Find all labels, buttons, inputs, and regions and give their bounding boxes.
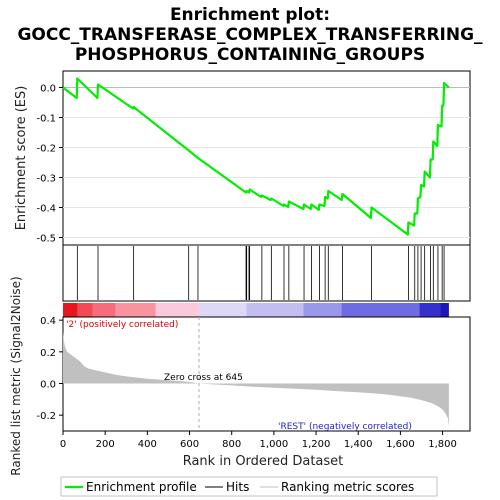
title-line-3: PHOSPHORUS_CONTAINING_GROUPS	[75, 45, 425, 65]
title-line-2: GOCC_TRANSFERASE_COMPLEX_TRANSFERRING_	[17, 25, 483, 45]
color-bar-segment	[303, 303, 342, 317]
es-ytick-label: -0.3	[36, 174, 56, 185]
es-y-label: Enrichment score (ES)	[14, 86, 29, 231]
hits-panel-frame	[62, 244, 471, 302]
color-bar-segment	[246, 303, 304, 317]
color-bar-segment	[419, 303, 441, 317]
x-axis-label: Rank in Ordered Dataset	[183, 454, 344, 469]
xtick-label: 1,400	[344, 439, 373, 450]
xtick-label: 400	[138, 439, 157, 450]
xtick-label: 200	[96, 439, 115, 450]
color-bar-segment	[92, 303, 116, 317]
color-bar-segment	[115, 303, 156, 317]
es-ytick-label: 0.0	[40, 84, 56, 95]
metric-ytick-label: 0.2	[40, 348, 56, 359]
es-ytick-label: -0.4	[36, 204, 56, 215]
es-ytick-label: -0.1	[36, 114, 56, 125]
zero-cross-label: Zero cross at 645	[164, 373, 243, 383]
es-gridlines	[63, 87, 470, 238]
es-y-axis: 0.0 -0.1 -0.2 -0.3 -0.4 -0.5	[36, 84, 63, 245]
es-panel-frame	[62, 70, 471, 246]
xtick-label: 600	[180, 439, 199, 450]
color-bar-segment	[199, 303, 247, 317]
xtick-label: 1,200	[302, 439, 331, 450]
xtick-label: 1,800	[428, 439, 457, 450]
enrichment-profile-line	[62, 77, 450, 236]
negative-correlation-label: 'REST' (negatively correlated)	[278, 422, 412, 432]
ranking-color-bar	[63, 303, 449, 317]
metric-y-label: Ranked list metric (Signal2Noise)	[9, 276, 23, 475]
es-ytick-label: -0.5	[36, 234, 56, 245]
legend-hits-label: Hits	[226, 480, 249, 494]
color-bar-segment	[440, 303, 449, 317]
xtick-label: 0	[60, 439, 66, 450]
title-line-1: Enrichment plot:	[170, 5, 330, 25]
metric-ytick-label: 0.4	[40, 316, 56, 327]
xtick-label: 1,000	[260, 439, 289, 450]
metric-ytick-label: -0.2	[36, 411, 56, 422]
ranking-metric-area	[63, 331, 449, 427]
color-bar-segment	[155, 303, 200, 317]
color-bar-segment	[341, 303, 420, 317]
legend	[60, 476, 438, 497]
color-bar-segment	[63, 303, 78, 317]
metric-x-axis: 0 200 400 600 800 1,000 1,200 1,400 1,600 1,800	[60, 431, 457, 450]
metric-y-axis: 0.4 0.2 0.0 -0.2	[36, 316, 63, 422]
legend-metric-label: Ranking metric scores	[281, 480, 414, 494]
xtick-label: 1,600	[386, 439, 415, 450]
color-bar-segment	[77, 303, 93, 317]
metric-ytick-label: 0.0	[40, 380, 56, 391]
hit-marks	[76, 246, 445, 300]
legend-enrichment-label: Enrichment profile	[86, 480, 197, 494]
metric-panel-frame	[62, 316, 471, 432]
xtick-label: 800	[222, 439, 241, 450]
es-ytick-label: -0.2	[36, 144, 56, 155]
positive-correlation-label: '2' (positively correlated)	[66, 320, 178, 330]
